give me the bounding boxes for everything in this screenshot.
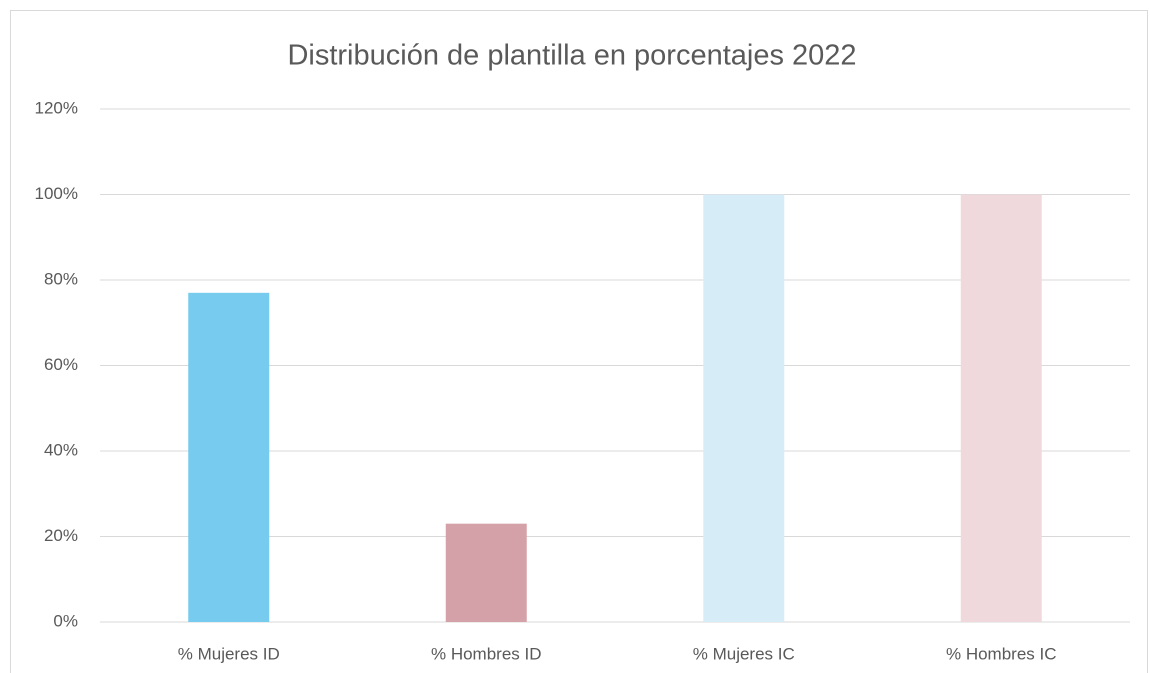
y-tick-label: 80% — [44, 269, 78, 288]
x-tick-label: % Mujeres ID — [178, 644, 280, 663]
bar — [703, 194, 785, 622]
y-tick-label: 100% — [35, 184, 78, 203]
x-tick-label: % Hombres ID — [431, 644, 542, 663]
bar — [445, 523, 527, 622]
y-tick-label: 20% — [44, 526, 78, 545]
y-tick-label: 0% — [53, 611, 78, 630]
y-tick-label: 40% — [44, 440, 78, 459]
chart-title: Distribución de plantilla en porcentajes… — [287, 40, 856, 72]
bar — [960, 194, 1042, 622]
x-tick-label: % Mujeres IC — [693, 644, 795, 663]
bar — [188, 292, 270, 622]
y-tick-label: 60% — [44, 355, 78, 374]
y-tick-label: 120% — [35, 98, 78, 117]
x-tick-label: % Hombres IC — [946, 644, 1057, 663]
